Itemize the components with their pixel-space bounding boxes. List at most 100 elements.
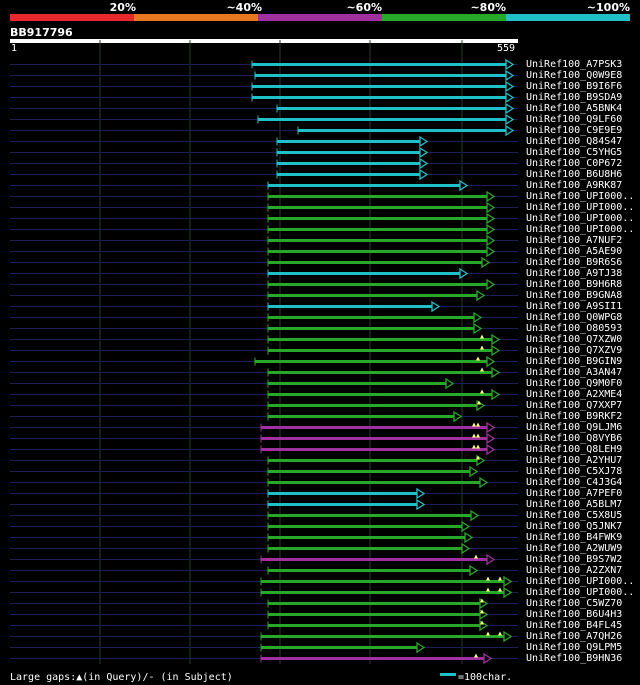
hit-label[interactable]: UniRef100_A2YHU7 [526, 455, 623, 466]
hit-label[interactable]: UniRef100_Q0WPG8 [526, 312, 623, 323]
hit-label[interactable]: UniRef100_B4FWK9 [526, 532, 623, 543]
hit-arrowhead [479, 597, 489, 610]
legend-label: 20% [109, 1, 136, 14]
hit-arrowhead [483, 652, 493, 665]
hit-label[interactable]: UniRef100_A3AN47 [526, 367, 623, 378]
hit-label[interactable]: UniRef100_Q9LPM5 [526, 642, 623, 653]
hit-label[interactable]: UniRef100_C5YHG5 [526, 147, 623, 158]
hit-label[interactable]: UniRef100_A7NUF2 [526, 235, 623, 246]
hit-label[interactable]: UniRef100_Q7XXP7 [526, 400, 623, 411]
query-gap-marker [480, 609, 484, 614]
hit-label[interactable]: UniRef100_A5BLM7 [526, 499, 623, 510]
footer-gaps-legend: Large gaps:▲(in Query)/- (in Subject) [10, 672, 233, 683]
hit-arrowhead [459, 179, 469, 192]
hit-label[interactable]: UniRef100_A7QH26 [526, 631, 623, 642]
hit-label[interactable]: UniRef100_C9E9E9 [526, 125, 623, 136]
hit-label[interactable]: UniRef100_UPI000.. [526, 202, 635, 213]
query-end: 559 [497, 43, 516, 54]
hit-arrowhead [473, 322, 483, 335]
hit-arrowhead [431, 300, 441, 313]
hit-label[interactable]: UniRef100_A7PEF0 [526, 488, 623, 499]
hit-arrowhead [476, 289, 486, 302]
hit-arrowhead [486, 278, 496, 291]
hit-label[interactable]: UniRef100_Q8LEH9 [526, 444, 623, 455]
hit-label[interactable]: UniRef100_A9TJ38 [526, 268, 623, 279]
hit-label[interactable]: UniRef100_A2XME4 [526, 389, 623, 400]
hit-label[interactable]: UniRef100_Q7XZW0 [526, 334, 623, 345]
hit-label[interactable]: UniRef100_A2WUW9 [526, 543, 623, 554]
hit-label[interactable]: UniRef100_A5BNK4 [526, 103, 623, 114]
hit-arrowhead [470, 509, 480, 522]
hit-arrowhead [486, 432, 496, 445]
hit-label[interactable]: UniRef100_Q0W9E8 [526, 70, 623, 81]
hit-arrowhead [464, 531, 474, 544]
hit-label[interactable]: UniRef100_C5WZ70 [526, 598, 623, 609]
hit-label[interactable]: UniRef100_Q9LF60 [526, 114, 623, 125]
legend-label: ~40% [226, 1, 262, 14]
hit-arrowhead [479, 476, 489, 489]
query-gap-marker [486, 576, 490, 581]
query-gap-marker [498, 587, 502, 592]
query-gap-marker [474, 653, 478, 658]
hit-label[interactable]: UniRef100_B9HN36 [526, 653, 623, 664]
hit-arrowhead [461, 542, 471, 555]
hit-label[interactable]: UniRef100_UPI000.. [526, 224, 635, 235]
hit-arrowhead [469, 465, 479, 478]
hit-label[interactable]: UniRef100_C4J3G4 [526, 477, 623, 488]
hit-arrowhead [503, 630, 513, 643]
hit-label[interactable]: UniRef100_B4FL45 [526, 620, 623, 631]
hit-label[interactable]: UniRef100_Q9LJM6 [526, 422, 623, 433]
hit-label[interactable]: UniRef100_C5XJ78 [526, 466, 623, 477]
hit-label[interactable]: UniRef100_B9SDA9 [526, 92, 623, 103]
hit-label[interactable]: UniRef100_B9I6F6 [526, 81, 623, 92]
hit-label[interactable]: UniRef100_UPI000.. [526, 213, 635, 224]
hit-label[interactable]: UniRef100_B9S7W2 [526, 554, 623, 565]
hit-label[interactable]: UniRef100_B6U8H6 [526, 169, 623, 180]
hit-arrowhead [486, 234, 496, 247]
hit-arrowhead [473, 311, 483, 324]
hit-label[interactable]: UniRef100_B9H6R8 [526, 279, 623, 290]
hit-arrowhead [505, 124, 515, 137]
hit-arrowhead [503, 575, 513, 588]
query-gap-marker [477, 400, 481, 405]
hit-label[interactable]: UniRef100_A9RK87 [526, 180, 623, 191]
query-gap-marker [480, 367, 484, 372]
hit-label[interactable]: UniRef100_A5AE90 [526, 246, 623, 257]
hit-arrowhead [461, 520, 471, 533]
hit-label[interactable]: UniRef100_B9R6S6 [526, 257, 623, 268]
hit-label[interactable]: UniRef100_Q9M0F0 [526, 378, 623, 389]
hit-label[interactable]: UniRef100_UPI000.. [526, 576, 635, 587]
hit-arrowhead [486, 201, 496, 214]
hit-label[interactable]: UniRef100_B6U4H3 [526, 609, 623, 620]
hit-label[interactable]: UniRef100_Q7XZV9 [526, 345, 623, 356]
hit-label[interactable]: UniRef100_A2ZXN7 [526, 565, 623, 576]
hit-label[interactable]: UniRef100_B9GNA8 [526, 290, 623, 301]
hit-arrowhead [505, 80, 515, 93]
hit-label[interactable]: UniRef100_UPI000.. [526, 587, 635, 598]
hit-label[interactable]: UniRef100_A9SII1 [526, 301, 623, 312]
hit-label[interactable]: UniRef100_Q5JNK7 [526, 521, 623, 532]
query-gap-marker [472, 433, 476, 438]
scale-text: =100char. [458, 672, 513, 683]
hit-label[interactable]: UniRef100_O80593 [526, 323, 623, 334]
hit-label[interactable]: UniRef100_C5X8U5 [526, 510, 623, 521]
hit-arrowhead [419, 157, 429, 170]
hit-label[interactable]: UniRef100_Q8VYB6 [526, 433, 623, 444]
query-gap-marker [498, 576, 502, 581]
hit-arrowhead [419, 146, 429, 159]
hit-label[interactable]: UniRef100_B9GIN9 [526, 356, 623, 367]
hit-label[interactable]: UniRef100_B9RKF2 [526, 411, 623, 422]
hit-label[interactable]: UniRef100_C0P672 [526, 158, 623, 169]
query-gap-marker [486, 631, 490, 636]
query-gap-marker [480, 345, 484, 350]
legend-segment [134, 14, 258, 21]
hit-arrowhead [486, 421, 496, 434]
hit-arrowhead [491, 333, 501, 346]
hit-label[interactable]: UniRef100_Q84S47 [526, 136, 623, 147]
query-gap-marker [480, 389, 484, 394]
query-id: BB917796 [10, 26, 73, 39]
hit-label[interactable]: UniRef100_UPI000.. [526, 191, 635, 202]
hit-label[interactable]: UniRef100_A7PSK3 [526, 59, 623, 70]
query-gap-marker [480, 598, 484, 603]
